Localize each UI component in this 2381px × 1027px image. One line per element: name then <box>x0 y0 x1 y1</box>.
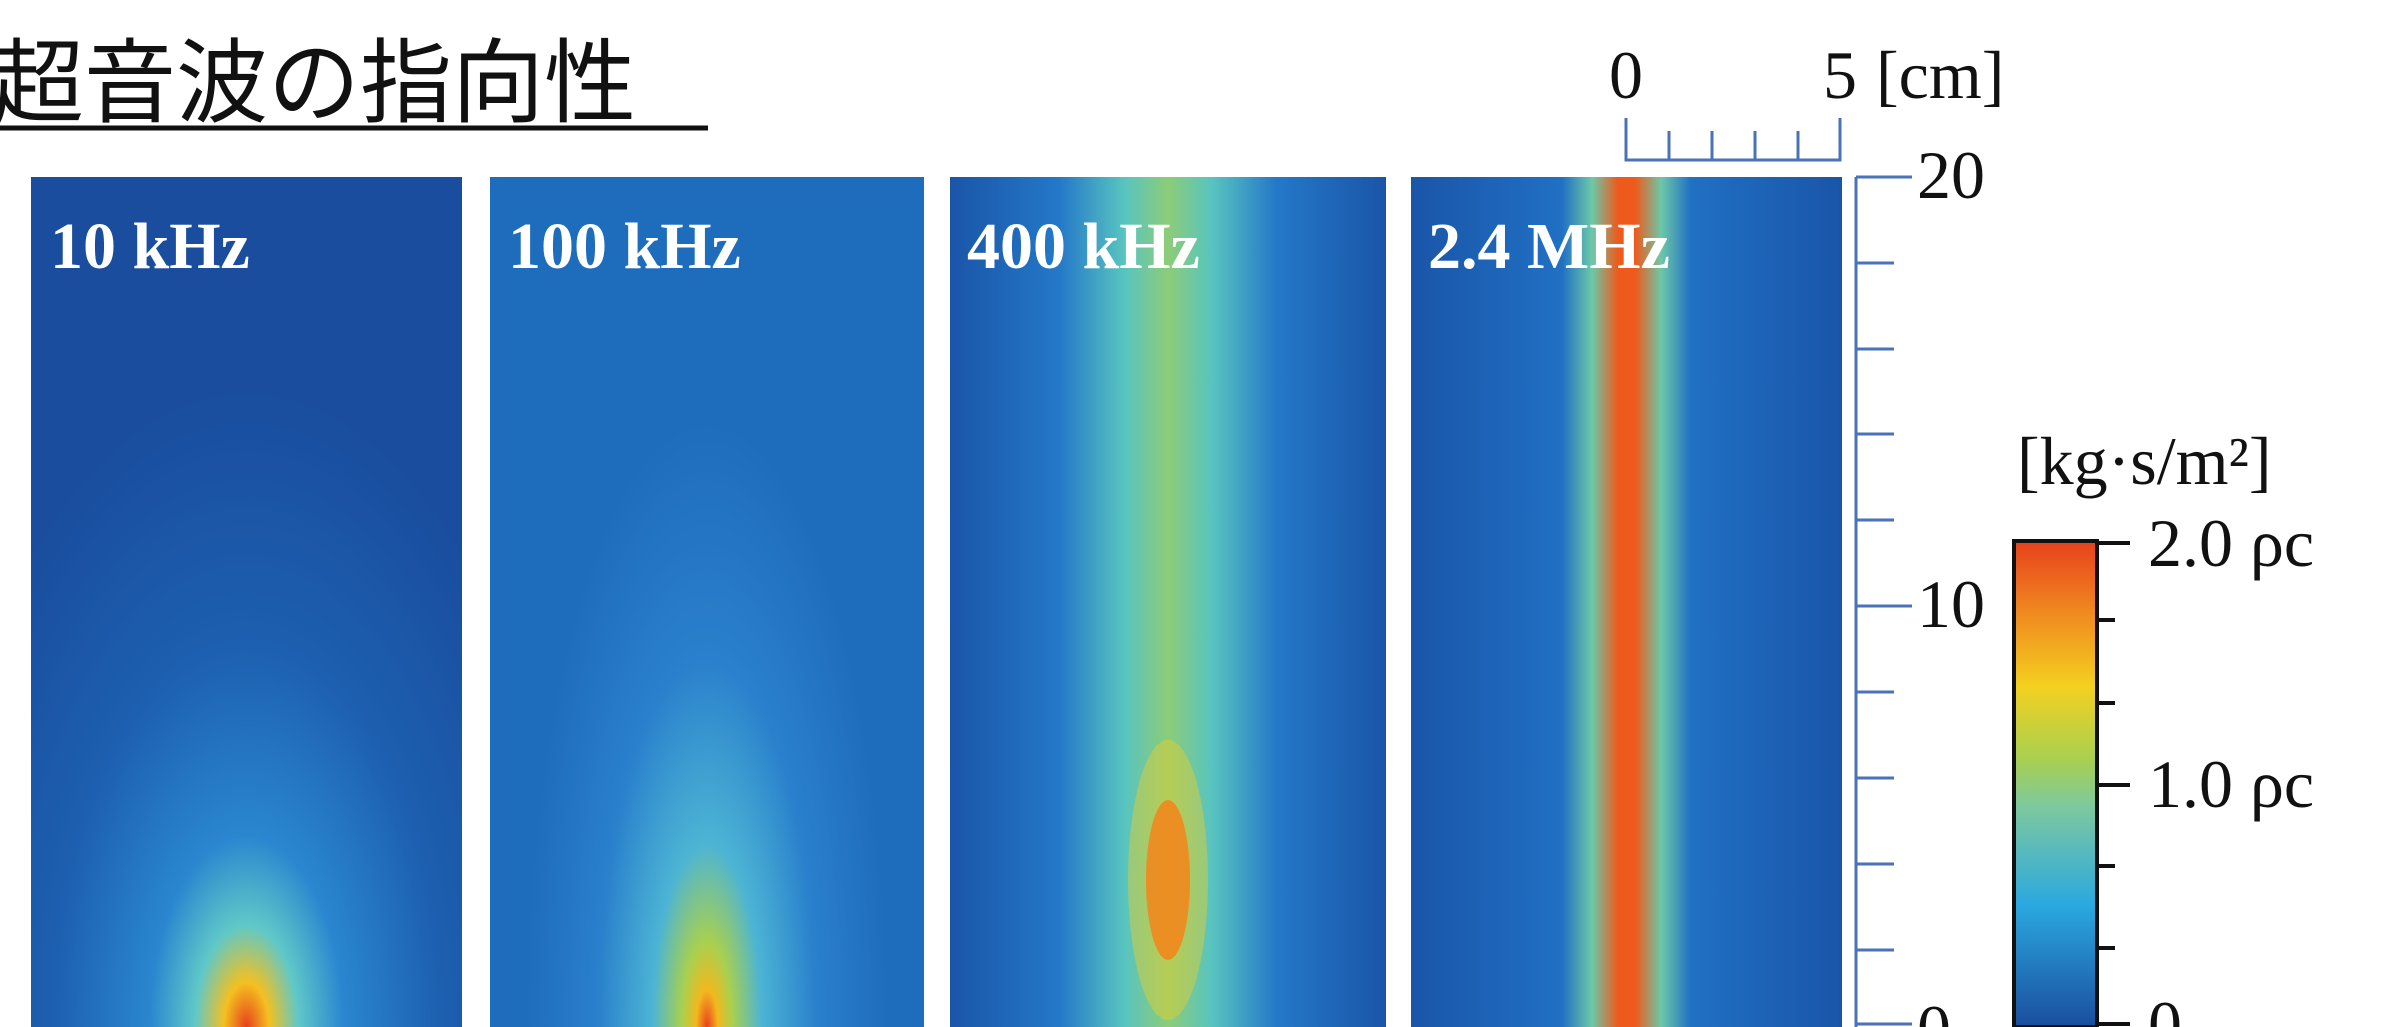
panel: 2.4 MHz <box>1411 177 1842 1027</box>
axis-ticks <box>1856 177 1912 1024</box>
panel-label: 100 kHz <box>508 210 741 283</box>
depth-label: 10 <box>1917 566 1985 642</box>
depth-label: 20 <box>1917 137 1985 213</box>
scale-start: 0 <box>1609 37 1643 113</box>
figure: 超音波の指向性 10 kHz 100 kHz 400 kHz 2.4 MHz 0… <box>0 0 2381 1027</box>
panel-label: 10 kHz <box>50 210 250 283</box>
depth-axis: 20 10 0 <box>1856 137 1985 1027</box>
scale-unit: [cm] <box>1876 37 2004 113</box>
depth-label: 0 <box>1917 991 1951 1027</box>
colorbar-scale <box>2014 541 2097 1027</box>
panel: 10 kHz <box>31 177 462 1027</box>
panel: 400 kHz <box>950 177 1386 1027</box>
colorbar-unit: [kg·s/m²] <box>2017 423 2272 499</box>
title: 超音波の指向性 <box>0 30 636 137</box>
colorbar-label: 1.0 ρc <box>2148 746 2314 822</box>
colorbar-label: 0 <box>2148 987 2182 1027</box>
scale-end: 5 <box>1823 37 1857 113</box>
colorbar-label: 2.0 ρc <box>2148 505 2314 581</box>
panel-label: 2.4 MHz <box>1428 210 1670 283</box>
scale-ticks <box>1669 131 1798 160</box>
colorbar-ticks <box>2097 543 2130 1024</box>
panel-label: 400 kHz <box>967 210 1200 283</box>
heatmap <box>490 177 924 1027</box>
hotspot-halo <box>1128 740 1208 1020</box>
scale-line <box>1626 118 1840 160</box>
colorbar: [kg·s/m²] 2.0 ρc 1.0 ρc 0 <box>2014 423 2314 1027</box>
panel: 100 kHz <box>490 177 924 1027</box>
heatmap <box>31 177 462 1027</box>
heatmap <box>1411 177 1842 1027</box>
